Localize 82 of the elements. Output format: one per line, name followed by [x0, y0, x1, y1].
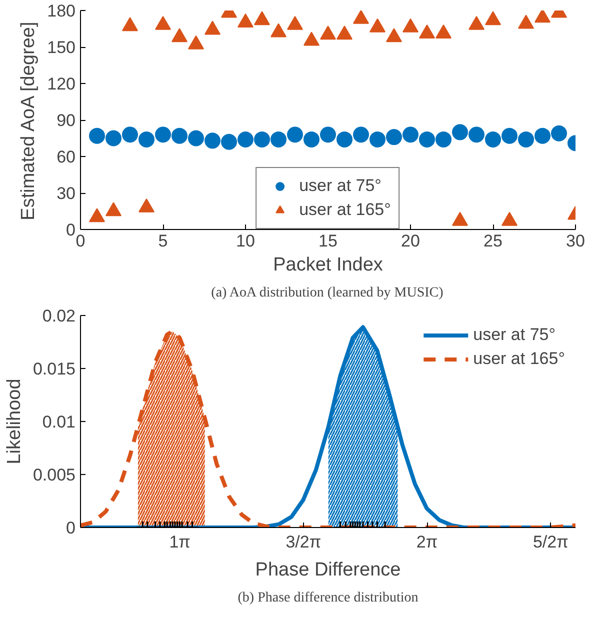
y-tick-label: 120	[47, 74, 76, 94]
point	[89, 128, 105, 144]
point	[270, 23, 286, 38]
point	[172, 28, 188, 42]
point	[238, 14, 254, 28]
point	[336, 26, 352, 40]
point	[254, 11, 270, 26]
point	[468, 16, 484, 30]
y-tick-label: 0.01	[42, 412, 76, 432]
x-axis-title: Phase Difference	[255, 560, 401, 580]
point	[155, 16, 171, 30]
point	[534, 128, 550, 144]
x-tick-label: 3/2π	[286, 532, 322, 552]
x-tick-label: 1π	[169, 532, 190, 552]
point	[452, 124, 468, 140]
point	[188, 35, 204, 50]
point	[270, 131, 286, 148]
point	[370, 18, 386, 32]
point	[138, 131, 154, 148]
point	[485, 11, 501, 26]
legend-label: user at 75°	[299, 176, 382, 196]
point	[353, 126, 369, 143]
x-tick-label: 30	[566, 232, 585, 250]
x-tick-label: 20	[401, 232, 420, 250]
point	[188, 130, 204, 146]
point	[221, 134, 237, 150]
legend-label: user at 165°	[299, 200, 391, 220]
point	[502, 128, 518, 144]
point	[304, 131, 320, 148]
y-tick-label: 0.015	[32, 360, 76, 378]
point	[287, 16, 303, 30]
point	[419, 131, 435, 148]
point	[155, 126, 171, 143]
point	[386, 28, 402, 42]
point	[254, 131, 270, 148]
point	[287, 126, 303, 143]
point	[518, 14, 534, 29]
point	[204, 20, 220, 35]
x-tick-label: 5/2π	[532, 532, 568, 552]
y-tick-label: 30	[56, 184, 76, 203]
point	[436, 131, 452, 148]
x-tick-label: 2π	[416, 532, 438, 552]
point	[172, 128, 188, 144]
point	[419, 24, 435, 38]
point	[122, 126, 138, 143]
y-tick-label: 0.005	[32, 466, 76, 484]
point	[320, 126, 336, 143]
point	[106, 130, 122, 146]
legend-label: user at 165°	[473, 349, 565, 369]
point	[304, 32, 320, 46]
y-axis-title: Estimated AoA [degree]	[18, 22, 40, 220]
point	[238, 131, 254, 148]
y-tick-label: 0.02	[42, 306, 76, 326]
text: (a) AoA distribution (learned by MUSIC)	[211, 286, 444, 300]
point	[204, 132, 220, 149]
x-tick-label: 15	[318, 232, 338, 250]
point	[518, 131, 534, 148]
point	[468, 126, 484, 143]
point	[551, 125, 567, 142]
point	[370, 131, 386, 148]
x-axis-title: Packet Index	[273, 254, 384, 276]
x-tick-label: 5	[158, 232, 168, 250]
point	[534, 10, 550, 23]
y-tick-label: 90	[56, 111, 76, 130]
y-tick-label: 180	[47, 2, 76, 20]
point	[485, 131, 501, 148]
point	[402, 18, 418, 32]
point	[320, 26, 336, 40]
y-tick-label: 150	[47, 38, 76, 57]
point	[436, 24, 452, 38]
y-axis-title: Likelihood	[4, 378, 25, 464]
point	[402, 126, 418, 143]
legend-label: user at 75°	[473, 325, 556, 345]
text: (b) Phase difference distribution	[238, 590, 418, 606]
point	[386, 129, 402, 146]
y-tick-label: 0	[66, 518, 76, 538]
x-tick-label: 25	[484, 232, 502, 250]
point	[122, 17, 138, 32]
point	[336, 131, 352, 148]
x-tick-label: 10	[236, 232, 255, 250]
point	[353, 10, 369, 24]
y-tick-label: 60	[56, 148, 76, 166]
